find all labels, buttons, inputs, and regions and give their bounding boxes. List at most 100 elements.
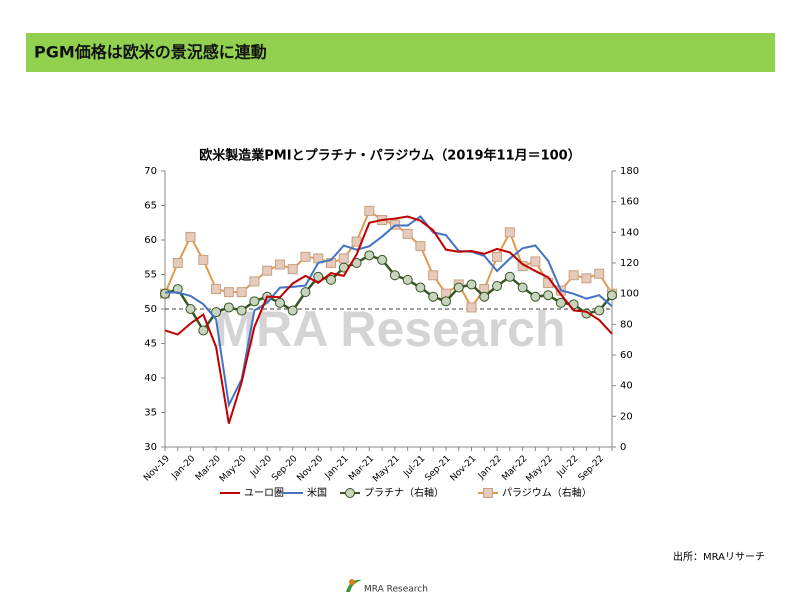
marker [345, 488, 355, 498]
marker [262, 265, 273, 276]
marker [492, 281, 503, 291]
marker [483, 488, 493, 498]
header-title: PGM価格は欧米の景況感に連動 [34, 43, 267, 62]
x-tick-label: May-22 [525, 454, 556, 485]
legend-item: ユーロ圏 [220, 487, 284, 499]
marker [211, 284, 222, 295]
marker [402, 228, 413, 239]
marker [300, 251, 311, 262]
x-tick-label: Jan-21 [323, 454, 351, 482]
y-tick-label: 50 [144, 304, 157, 315]
marker [223, 287, 234, 298]
marker [211, 307, 222, 318]
marker [364, 250, 375, 261]
marker [389, 270, 400, 281]
series [164, 215, 613, 424]
legend-label: パラジウム（右軸） [502, 486, 592, 499]
marker [428, 291, 439, 302]
marker [479, 291, 490, 302]
series [160, 250, 617, 336]
y2-tick-label: 180 [620, 166, 639, 177]
marker [172, 258, 183, 268]
y-tick-label: 40 [144, 373, 157, 384]
logo-icon [346, 579, 362, 592]
series-line [165, 215, 613, 409]
marker [415, 241, 426, 252]
x-tick-label: Sep-22 [577, 454, 606, 483]
marker [517, 282, 528, 293]
series [165, 215, 613, 409]
marker [466, 302, 477, 313]
y-tick-label: 45 [144, 339, 157, 350]
y2-tick-label: 40 [620, 381, 633, 392]
marker [287, 305, 298, 316]
marker [530, 256, 541, 267]
chart-title: 欧米製造業PMIとプラチナ・パラジウム（2019年11月＝100） [199, 148, 580, 164]
y2-tick-label: 0 [620, 442, 626, 453]
marker [504, 227, 515, 238]
marker [274, 259, 285, 270]
marker [492, 251, 503, 262]
marker [453, 282, 464, 293]
marker [543, 290, 554, 301]
x-tick-label: Sep-20 [270, 454, 300, 484]
footer-logo: MRA Research [346, 579, 428, 595]
source: 出所：MRAリサーチ [673, 550, 765, 563]
marker [185, 304, 196, 314]
marker [504, 271, 515, 282]
y2-tick-label: 80 [620, 319, 633, 330]
marker [428, 270, 439, 281]
header-bar [26, 33, 775, 72]
marker [249, 296, 260, 307]
marker [236, 287, 247, 298]
y-tick-label: 35 [144, 408, 157, 419]
marker [236, 305, 247, 316]
marker [326, 274, 337, 285]
x-tick-label: Nov-19 [142, 454, 172, 484]
marker [313, 271, 324, 282]
y2-tick-label: 100 [620, 289, 639, 300]
marker [415, 282, 426, 293]
x-tick-label: May-20 [218, 454, 249, 485]
x-tick-label: Nov-21 [449, 454, 479, 484]
y-tick-label: 30 [144, 442, 157, 453]
marker [249, 276, 260, 287]
legend-label: 米国 [307, 486, 327, 499]
x-tick-label: May-21 [371, 454, 402, 485]
x-tick-label: Sep-21 [423, 454, 452, 483]
marker [402, 274, 413, 285]
marker [607, 290, 617, 301]
marker [198, 325, 209, 336]
marker [172, 284, 183, 295]
marker [287, 264, 298, 275]
marker [466, 279, 477, 290]
x-tick-label: Jan-22 [476, 454, 504, 482]
marker [530, 291, 541, 302]
y2-tick-label: 120 [620, 258, 639, 269]
watermark: MRA Research [214, 301, 565, 357]
legend-item: 米国 [283, 486, 327, 499]
legend-label: プラチナ（右軸） [364, 486, 444, 499]
legend-item: パラジウム（右軸） [478, 486, 592, 499]
legend-label: ユーロ圏 [244, 487, 284, 499]
marker [274, 297, 285, 308]
marker [555, 297, 566, 308]
logo-text: MRA Research [364, 585, 428, 595]
marker [594, 305, 605, 316]
marker [300, 287, 311, 298]
logo-dot [349, 579, 355, 585]
y-tick-label: 70 [144, 166, 157, 177]
y-tick-label: 60 [144, 235, 157, 246]
x-tick-label: Nov-20 [295, 454, 325, 484]
y-tick-label: 65 [144, 201, 157, 212]
marker [198, 254, 209, 265]
marker [185, 231, 196, 242]
x-tick-label: Jan-20 [169, 454, 197, 482]
marker [160, 288, 170, 299]
marker [364, 205, 375, 216]
marker [581, 273, 592, 284]
marker [338, 253, 349, 264]
marker [568, 270, 579, 281]
y2-tick-label: 140 [620, 227, 639, 238]
